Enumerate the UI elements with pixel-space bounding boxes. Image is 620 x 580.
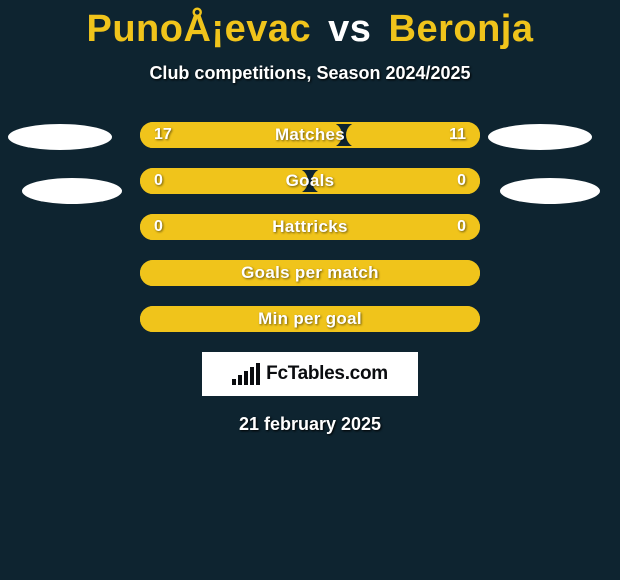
stat-row: 0 0 Hattricks	[140, 214, 480, 240]
stats-rows: 17 11 Matches 0 0 Goals 0 0 Hattricks Goals per m…	[140, 122, 480, 332]
bar-fill-left	[140, 168, 308, 194]
vs-label: vs	[328, 8, 371, 50]
player2-name: Beronja	[389, 8, 534, 50]
stat-row: 17 11 Matches	[140, 122, 480, 148]
stat-row: 0 0 Goals	[140, 168, 480, 194]
subtitle: Club competitions, Season 2024/2025	[0, 63, 620, 84]
stat-row: Goals per match	[140, 260, 480, 286]
stat-value-right: 11	[449, 126, 466, 144]
stat-row: Min per goal	[140, 306, 480, 332]
player1-name: PunoÅ¡evac	[86, 8, 311, 50]
player-placeholder-icon	[488, 124, 592, 150]
bar-chart-icon	[232, 363, 260, 385]
player-placeholder-icon	[22, 178, 122, 204]
stat-value-left: 17	[154, 126, 172, 144]
comparison-card: PunoÅ¡evac vs Beronja Club competitions,…	[0, 0, 620, 580]
stat-value-right: 0	[457, 218, 466, 236]
stat-label: Matches	[275, 125, 345, 145]
player-placeholder-icon	[8, 124, 112, 150]
stat-label: Hattricks	[272, 217, 347, 237]
page-title: PunoÅ¡evac vs Beronja	[0, 0, 620, 51]
date-label: 21 february 2025	[0, 414, 620, 435]
player-placeholder-icon	[500, 178, 600, 204]
stat-label: Min per goal	[258, 309, 362, 329]
stat-value-left: 0	[154, 218, 163, 236]
stat-label: Goals per match	[241, 263, 379, 283]
stat-label: Goals	[286, 171, 335, 191]
logo-text: FcTables.com	[266, 363, 388, 385]
stat-value-left: 0	[154, 172, 163, 190]
bar-fill-right	[312, 168, 480, 194]
stat-value-right: 0	[457, 172, 466, 190]
fctables-logo[interactable]: FcTables.com	[202, 352, 418, 396]
